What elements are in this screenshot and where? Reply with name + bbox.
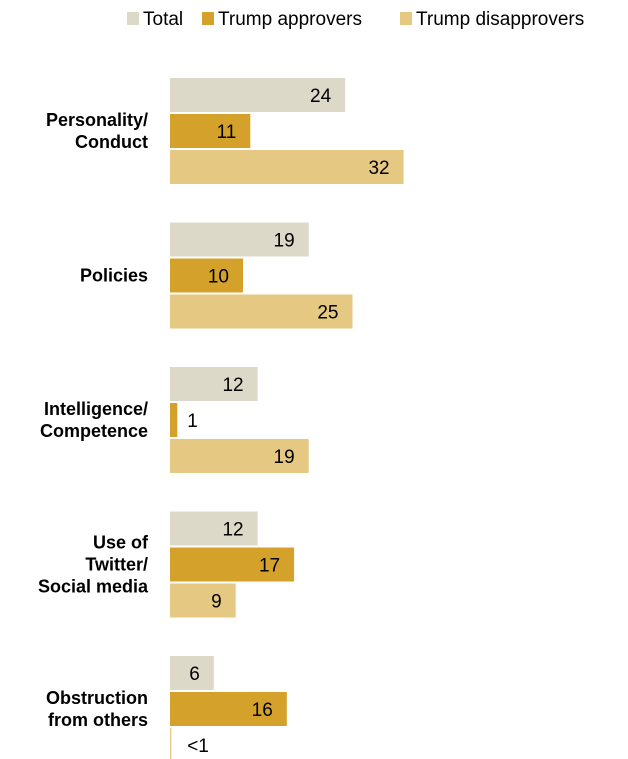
bar (170, 547, 295, 582)
data-label: 12 (222, 520, 243, 541)
category-label: Twitter/ (85, 555, 148, 575)
data-label: 12 (222, 375, 243, 396)
bar (170, 728, 172, 759)
data-label: 17 (259, 556, 280, 577)
bar (170, 656, 214, 690)
category-label: Personality/ (46, 110, 148, 130)
bar (170, 150, 404, 184)
data-label: 10 (208, 267, 229, 288)
legend-label-3: Trump disapprovers (416, 9, 584, 30)
data-label: 19 (274, 447, 295, 468)
legend-swatch-2 (202, 12, 214, 25)
legend-swatch-1 (127, 12, 139, 25)
data-label: <1 (187, 736, 209, 757)
bar (170, 439, 309, 473)
bar (170, 511, 258, 546)
legend-label-2: Trump approvers (218, 9, 362, 30)
category-label: Policies (80, 266, 148, 286)
data-label: 11 (217, 122, 237, 143)
data-label: 25 (317, 303, 338, 324)
data-label: 24 (310, 86, 332, 107)
data-label: 16 (252, 700, 273, 721)
bar (170, 294, 353, 329)
category-label: Obstruction (46, 688, 148, 708)
bar (170, 583, 236, 618)
category-label: Competence (40, 421, 148, 441)
bar (170, 114, 251, 148)
bar (170, 403, 178, 437)
bar (170, 258, 243, 293)
category-label: Conduct (75, 132, 148, 152)
category-label: Social media (38, 577, 149, 597)
data-label: 32 (368, 158, 389, 179)
category-label: Use of (93, 533, 149, 553)
bar (170, 78, 346, 112)
category-label: Intelligence/ (44, 399, 148, 419)
legend-label-1: Total (143, 9, 183, 30)
category-label: from others (48, 710, 148, 730)
data-label: 6 (189, 664, 200, 685)
bar (170, 222, 309, 257)
data-label: 9 (211, 592, 222, 613)
data-label: 1 (187, 411, 198, 432)
bar (170, 692, 287, 726)
legend-swatch-3 (400, 12, 412, 25)
data-label: 19 (274, 231, 295, 252)
bar (170, 367, 258, 401)
